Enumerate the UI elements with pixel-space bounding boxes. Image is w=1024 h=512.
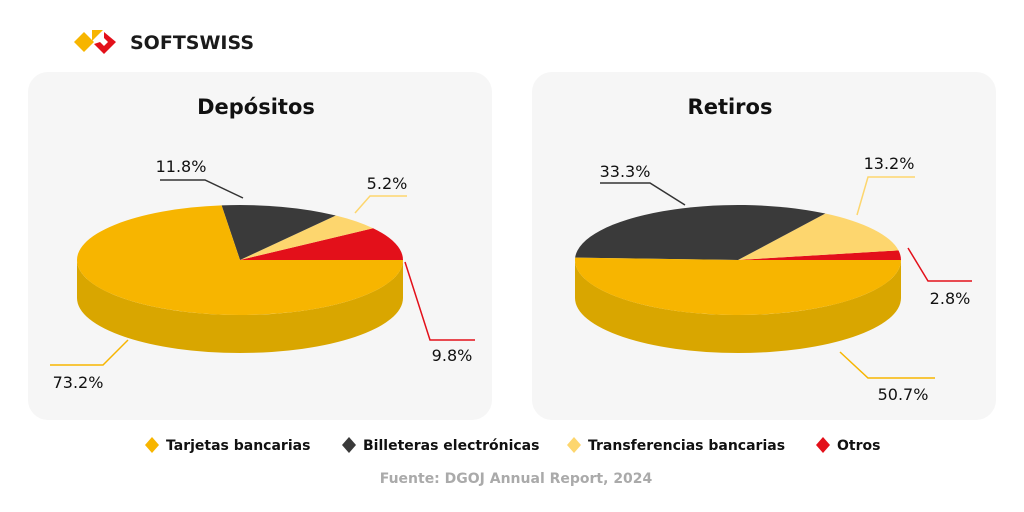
legend-marker-billeteras: [342, 437, 356, 453]
pie-slice-tarjetas: [76, 205, 404, 315]
leader-line-transferencias: [856, 176, 915, 216]
data-label-transferencias: 5.2%: [367, 174, 408, 193]
pie-slice-billeteras: [221, 205, 336, 260]
legend-label-transferencias: Transferencias bancarias: [588, 438, 785, 454]
leader-line-billeteras: [600, 182, 686, 206]
pie-slice-transferencias: [738, 213, 899, 260]
legend-label-billeteras: Billeteras electrónicas: [363, 438, 539, 454]
leader-line-tarjetas: [839, 351, 935, 379]
pie-depositos: 73.2% 11.8% 5.2% 9.8%: [50, 157, 475, 392]
pie-slice-tarjetas: [575, 257, 901, 315]
data-label-tarjetas: 50.7%: [878, 385, 929, 404]
pie-side-tarjetas: [77, 260, 403, 353]
pie-slice-otros: [738, 250, 901, 260]
chart-title-retiros: Retiros: [688, 95, 773, 119]
pie-slice-otros: [240, 228, 403, 260]
leader-line-billeteras: [160, 179, 244, 199]
pie-side-tarjetas: [575, 260, 901, 353]
chart-title-depositos: Depósitos: [197, 95, 315, 119]
legend: Tarjetas bancarias Billeteras electrónica…: [145, 437, 880, 454]
data-label-otros: 9.8%: [432, 346, 473, 365]
legend-marker-otros: [816, 437, 830, 453]
leader-line-transferencias: [354, 195, 407, 214]
data-label-billeteras: 33.3%: [600, 162, 651, 181]
source-note: Fuente: DGOJ Annual Report, 2024: [380, 471, 653, 487]
legend-marker-tarjetas: [145, 437, 159, 453]
pie-slice-billeteras: [575, 205, 826, 260]
data-label-transferencias: 13.2%: [864, 154, 915, 173]
legend-marker-transferencias: [567, 437, 581, 453]
legend-label-tarjetas: Tarjetas bancarias: [166, 438, 310, 454]
brand-logo: SOFTSWISS: [74, 30, 254, 54]
brand-name: SOFTSWISS: [130, 32, 254, 54]
data-label-billeteras: 11.8%: [156, 157, 207, 176]
data-label-otros: 2.8%: [930, 289, 971, 308]
leader-line-otros: [404, 261, 475, 341]
data-label-tarjetas: 73.2%: [53, 373, 104, 392]
leader-line-otros: [907, 247, 972, 282]
pie-retiros: 50.7% 33.3% 13.2% 2.8%: [575, 154, 972, 404]
pie-slice-transferencias: [240, 215, 374, 260]
leader-line-tarjetas: [50, 339, 129, 366]
legend-label-otros: Otros: [837, 438, 880, 454]
